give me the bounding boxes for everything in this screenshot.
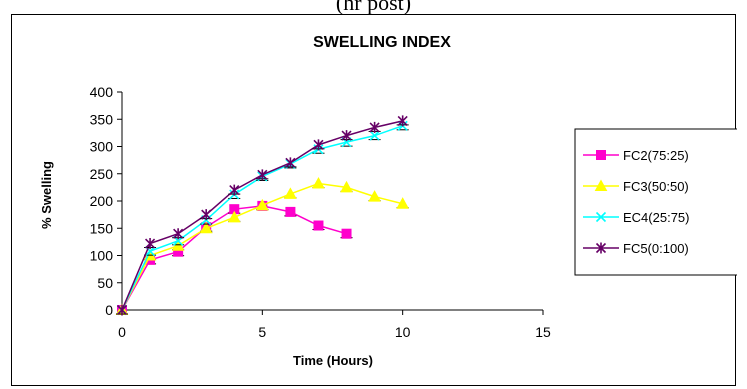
y-axis-label: % Swelling [39, 161, 54, 229]
legend-entry: FC3(50:50) [583, 179, 689, 194]
chart-frame: SWELLING INDEX 0 50 100 150 200 250 300 350 400 0… [11, 14, 737, 386]
data-point [368, 190, 381, 202]
data-point [396, 197, 410, 209]
data-point [285, 157, 296, 169]
x-tick-label: 15 [535, 324, 551, 340]
axes: 0 50 100 150 200 250 300 350 400 0 5 10 15 [90, 84, 551, 340]
data-point [312, 177, 325, 189]
data-point [284, 187, 297, 199]
y-tick-label: 400 [90, 84, 114, 100]
data-point [199, 221, 213, 234]
data-point [255, 198, 269, 211]
data-point [285, 206, 296, 217]
data-point [145, 238, 156, 250]
y-tick-label: 150 [90, 220, 114, 236]
data-point [369, 121, 380, 133]
legend-label: FC2(75:25) [623, 148, 689, 163]
y-tick-label: 100 [90, 248, 114, 264]
y-tick-label: 50 [97, 275, 113, 291]
chart-title: SWELLING INDEX [313, 34, 451, 51]
swelling-index-chart: SWELLING INDEX 0501001502002503003504000… [39, 34, 737, 368]
data-point [313, 139, 324, 151]
caption-text: (hr post) [335, 0, 412, 15]
data-point [227, 210, 241, 223]
y-tick-label: 250 [90, 166, 114, 182]
x-tick-label: 5 [258, 324, 266, 340]
y-tick-label: 200 [90, 193, 114, 209]
legend-label: FC5(0:100) [623, 241, 689, 256]
x-tick-label: 0 [118, 324, 126, 340]
legend-marker [595, 242, 607, 254]
series-layer [115, 115, 410, 316]
y-tick-label: 350 [90, 111, 114, 127]
data-point [369, 130, 380, 141]
data-point [116, 304, 128, 316]
legend-entry: FC5(0:100) [583, 241, 689, 256]
data-point [340, 180, 353, 193]
data-point [341, 228, 352, 239]
legend-marker [594, 179, 608, 191]
data-point [173, 228, 184, 240]
data-point [397, 115, 408, 127]
data-point [313, 220, 324, 231]
series-3 [116, 120, 409, 316]
legend-marker [596, 150, 606, 160]
series-2 [115, 177, 410, 315]
data-point [229, 184, 240, 196]
data-point [257, 169, 268, 181]
legend-entry: EC4(25:75) [583, 210, 689, 225]
legend: FC2(75:25) FC3(50:50) EC4(25:75) FC5(0:100) [583, 148, 689, 256]
data-point [341, 130, 352, 142]
series-line [121, 120, 403, 311]
x-tick-label: 10 [395, 324, 411, 340]
series-line [121, 125, 403, 311]
y-tick-label: 0 [105, 302, 113, 318]
y-tick-label: 300 [90, 139, 114, 155]
legend-entry: FC2(75:25) [583, 148, 689, 163]
legend-label: EC4(25:75) [623, 210, 689, 225]
legend-label: FC3(50:50) [623, 179, 689, 194]
data-point [201, 209, 212, 221]
series-4 [116, 115, 409, 316]
x-axis-label: Time (Hours) [293, 353, 373, 368]
legend-marker [595, 211, 607, 223]
data-point [145, 246, 156, 257]
